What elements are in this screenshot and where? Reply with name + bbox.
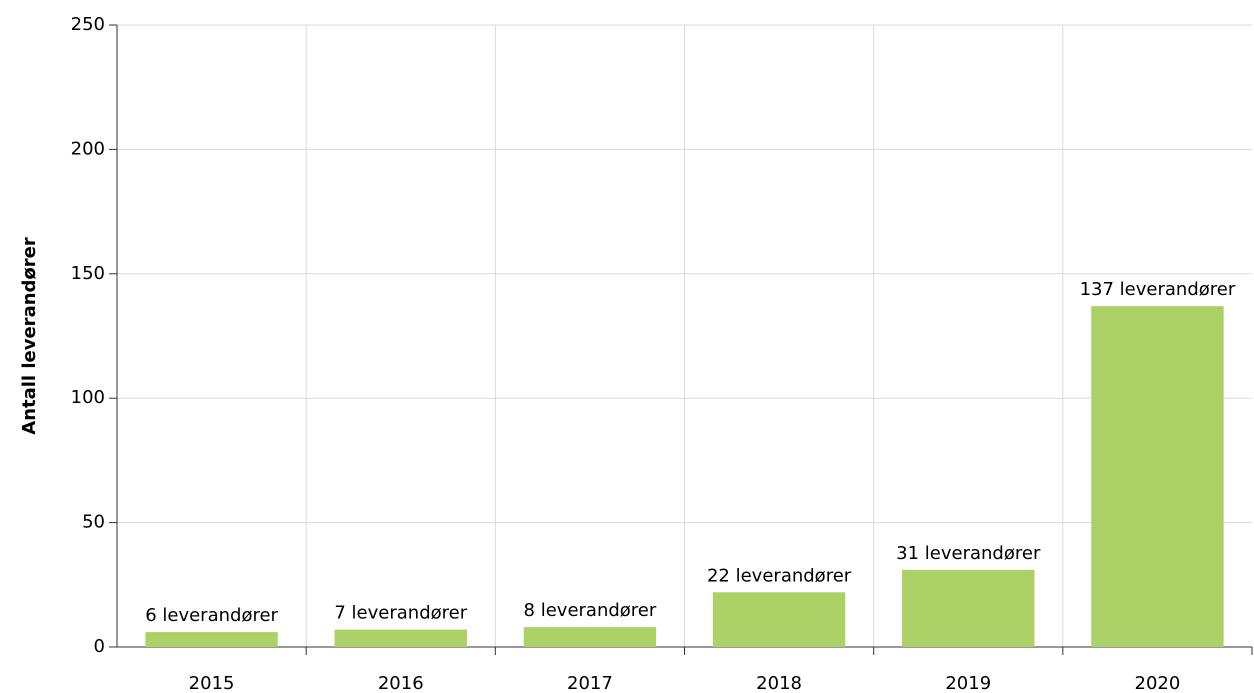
value-label: 137 leverandører xyxy=(1080,279,1236,300)
value-label: 6 leverandører xyxy=(145,605,278,626)
y-tick-label: 250 xyxy=(71,14,105,35)
value-label: 8 leverandører xyxy=(524,600,657,621)
y-axis-title: Antall leverandører xyxy=(19,237,40,435)
x-tick-label: 2019 xyxy=(945,673,991,693)
bar xyxy=(712,592,846,647)
value-label: 7 leverandører xyxy=(334,603,467,624)
y-tick-label: 50 xyxy=(82,512,105,533)
bar xyxy=(145,632,278,647)
y-tick-label: 0 xyxy=(94,636,105,657)
x-tick-label: 2017 xyxy=(567,673,613,693)
y-tick-label: 150 xyxy=(71,263,105,284)
value-label: 22 leverandører xyxy=(707,565,852,586)
y-tick-label: 100 xyxy=(71,387,105,408)
x-tick-label: 2020 xyxy=(1135,673,1181,693)
bar xyxy=(334,629,467,647)
value-label: 31 leverandører xyxy=(896,543,1041,564)
bar xyxy=(523,627,657,647)
x-tick-label: 2015 xyxy=(189,673,235,693)
y-tick-label: 200 xyxy=(71,138,105,159)
x-tick-label: 2016 xyxy=(378,673,424,693)
bar xyxy=(1091,306,1224,647)
bar xyxy=(902,569,1035,647)
x-tick-label: 2018 xyxy=(756,673,802,693)
